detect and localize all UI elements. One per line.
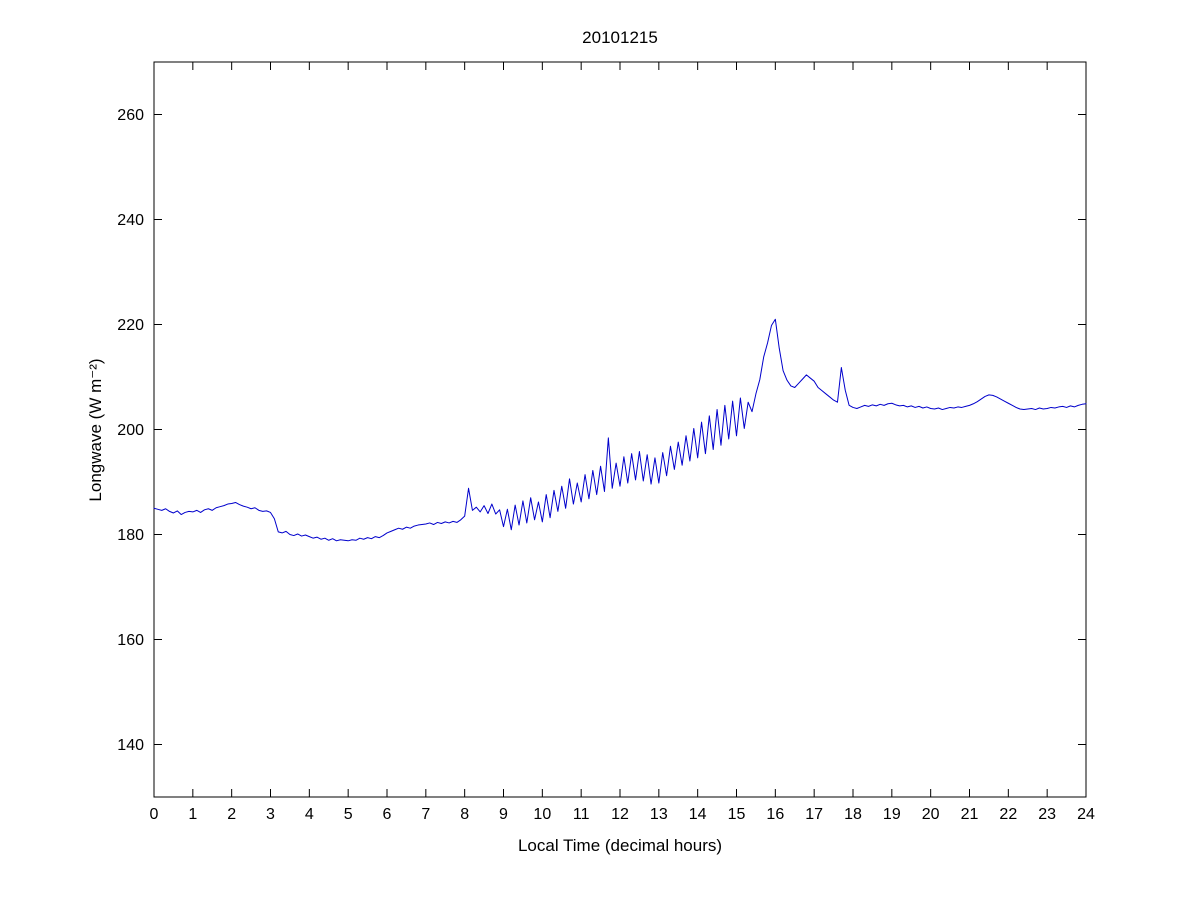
x-tick-label: 1 xyxy=(188,806,197,823)
x-tick-label: 22 xyxy=(999,806,1017,823)
y-tick-label: 160 xyxy=(117,632,144,649)
x-tick-label: 12 xyxy=(611,806,629,823)
x-tick-label: 2 xyxy=(227,806,236,823)
y-tick-label: 200 xyxy=(117,422,144,439)
x-tick-label: 23 xyxy=(1038,806,1056,823)
x-tick-label: 11 xyxy=(573,806,590,823)
x-tick-label: 20 xyxy=(922,806,940,823)
longwave-series-line xyxy=(153,318,1087,542)
x-tick-label: 19 xyxy=(883,806,901,823)
x-tick-label: 16 xyxy=(766,806,784,823)
x-tick-label: 21 xyxy=(961,806,979,823)
y-axis-label: Longwave (W m⁻²) xyxy=(86,358,105,502)
y-tick-label: 240 xyxy=(117,212,144,229)
chart-title: 20101215 xyxy=(582,28,658,47)
y-tick-label: 140 xyxy=(117,737,144,754)
x-tick-label: 14 xyxy=(689,806,707,823)
axes-group: 0 1 2 3 4 5 6 7 8 9 10 11 12 13 14 15 16 17 18 19 20 21 22 23 24… xyxy=(117,61,1095,823)
x-axis-label: Local Time (decimal hours) xyxy=(517,836,723,855)
x-tick-label: 17 xyxy=(805,806,823,823)
x-tick-label: 8 xyxy=(460,806,469,823)
x-tick-label: 5 xyxy=(344,806,353,823)
x-tick-label: 10 xyxy=(533,806,551,823)
x-tick-label: 0 xyxy=(150,806,159,823)
x-tick-label: 4 xyxy=(305,806,314,823)
x-tick-label: 7 xyxy=(421,806,430,823)
x-tick-label: 13 xyxy=(650,806,668,823)
x-tick-label: 9 xyxy=(499,806,508,823)
axis-box xyxy=(153,61,1087,798)
y-tick-label: 220 xyxy=(117,317,144,334)
y-tick-label: 180 xyxy=(117,527,144,544)
data-series-group xyxy=(153,318,1087,542)
x-tick-label: 15 xyxy=(728,806,746,823)
y-tick-label: 260 xyxy=(117,107,144,124)
x-tick-label: 3 xyxy=(266,806,275,823)
x-tick-label: 24 xyxy=(1077,806,1095,823)
x-tick-label: 6 xyxy=(383,806,392,823)
x-tick-label: 18 xyxy=(844,806,862,823)
